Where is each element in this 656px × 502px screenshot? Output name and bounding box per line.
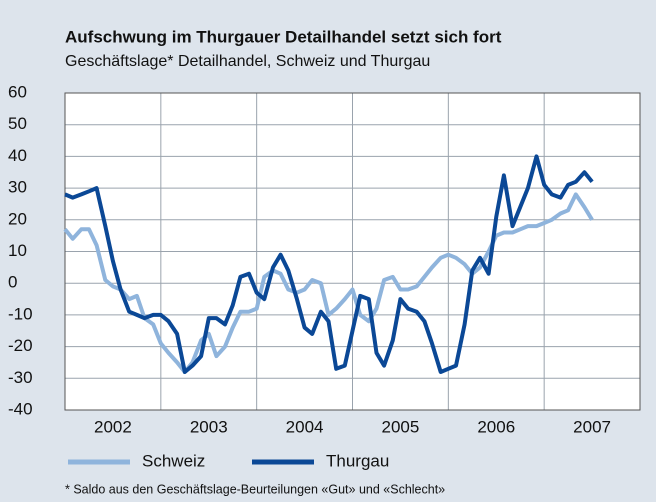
y-tick-label: -10 xyxy=(8,304,33,323)
line-series xyxy=(63,192,594,374)
y-tick-label: -30 xyxy=(8,368,33,387)
y-tick-label: 50 xyxy=(8,114,27,133)
x-tick-label: 2007 xyxy=(573,417,611,436)
legend-label: Thurgau xyxy=(326,451,389,470)
y-tick-label: 20 xyxy=(8,209,27,228)
plot-border xyxy=(64,92,641,411)
x-tick-label: 2004 xyxy=(286,417,324,436)
y-tick-label: 0 xyxy=(8,273,17,292)
x-tick-label: 2002 xyxy=(94,417,132,436)
legend-label: Schweiz xyxy=(142,451,205,470)
chart-subtitle: Geschäftslage* Detailhandel, Schweiz und… xyxy=(65,53,430,70)
y-tick-label: 40 xyxy=(8,146,27,165)
y-tick-label: -40 xyxy=(8,399,33,418)
x-tick-label: 2006 xyxy=(477,417,515,436)
footnote: * Saldo aus den Geschäftslage-Beurteilun… xyxy=(65,482,445,496)
y-tick-label: 30 xyxy=(8,178,27,197)
y-tick-label: -20 xyxy=(8,336,33,355)
y-tick-label: 10 xyxy=(8,241,27,260)
x-tick-label: 2003 xyxy=(190,417,228,436)
y-tick-label: 60 xyxy=(8,82,27,101)
line-series xyxy=(64,154,594,374)
chart-title: Aufschwung im Thurgauer Detailhandel set… xyxy=(65,27,502,46)
x-tick-label: 2005 xyxy=(382,417,420,436)
